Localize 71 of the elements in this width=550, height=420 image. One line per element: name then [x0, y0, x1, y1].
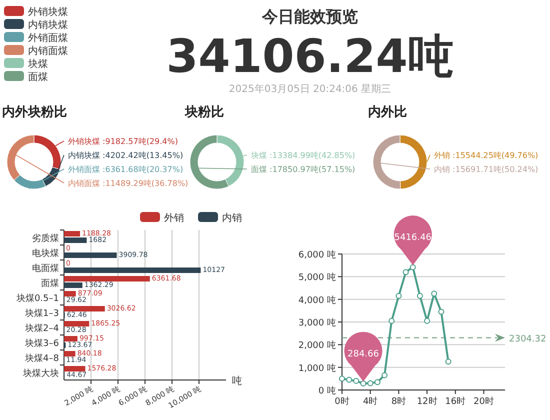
chart-title: 内外比 — [368, 105, 407, 120]
point — [374, 379, 380, 386]
data-label: :15691.71吨(50.24%) — [452, 165, 538, 174]
data-label: :9182.57吨(29.4%) — [102, 137, 178, 146]
point — [416, 292, 423, 299]
annotation: 284.66 — [348, 350, 380, 360]
legend-label: 外销块煤 — [28, 6, 68, 18]
point — [353, 378, 360, 384]
data-label: :17850.97吨(57.15%) — [270, 165, 356, 174]
slice-label: 块煤 — [250, 151, 270, 160]
text: 2025年03月05日 20:24:06 星期三 — [228, 83, 392, 95]
point — [339, 376, 345, 382]
point — [396, 292, 402, 299]
y-tick-label: 劣质煤 — [32, 233, 59, 244]
slice-label: 面煤 — [251, 165, 270, 174]
point — [346, 376, 352, 383]
x-tick-label: 0时 — [334, 396, 350, 407]
y-tick-label: 4,000 吨 — [298, 294, 336, 306]
y-tick-label: 电面煤 — [32, 263, 59, 274]
slice-label: 外销块煤 — [68, 137, 103, 146]
x-tick-label: 12时 — [416, 396, 438, 407]
data-label: :6361.68吨(20.37%) — [102, 165, 184, 174]
point — [382, 372, 388, 378]
text: 34106.24吨 — [166, 29, 454, 83]
y-tick-label: 2,000 吨 — [298, 340, 336, 352]
x-tick-label: 4时 — [362, 396, 378, 407]
y-tick-label: 块煤1–3 — [24, 308, 59, 319]
point — [367, 380, 374, 386]
point — [410, 264, 416, 270]
slice-label: 内销 — [434, 165, 453, 174]
x-tick-label: 20时 — [474, 396, 494, 407]
point — [360, 380, 366, 387]
x-axis-title: 吨 — [232, 375, 242, 387]
point — [438, 308, 444, 315]
y-tick-label: 5,000 吨 — [298, 272, 336, 284]
text: 内外块粉比 — [2, 105, 67, 120]
y-tick-label: 1,000 吨 — [298, 362, 336, 374]
y-tick-label: 面煤 — [41, 278, 59, 289]
annotation: 5416.46 — [394, 233, 432, 244]
legend-label: 内销块煤 — [28, 19, 68, 31]
slice-label: 外销面煤 — [68, 165, 103, 174]
legend-label: 外销面煤 — [28, 32, 68, 44]
point — [388, 318, 395, 324]
legend-label: 内销 — [222, 212, 242, 224]
x-tick-label: 16时 — [445, 396, 466, 407]
y-tick-label: 6,000 吨 — [298, 250, 336, 260]
ref-line-label: 2304.32 — [509, 334, 546, 344]
y-tick-label: 3,000 吨 — [298, 318, 336, 328]
slice-label: 内销块煤 — [68, 151, 103, 160]
y-tick-label: 0 吨 — [318, 386, 336, 396]
legend-label: 外销 — [164, 213, 184, 224]
y-tick-label: 电块煤 — [32, 248, 59, 259]
y-tick-label: 块煤4–8 — [24, 353, 60, 364]
data-label: :4202.42吨(13.45%) — [102, 151, 184, 160]
y-tick-label: 块煤0.5–1 — [15, 293, 59, 304]
y-tick-label: 块煤3–6 — [24, 338, 60, 349]
point — [445, 358, 452, 365]
data-label: :13384.99吨(42.85%) — [270, 151, 356, 160]
slice-label: 外销 — [434, 151, 453, 160]
legend-label: 块煤 — [27, 58, 48, 70]
data-label: :11489.29吨(36.78%) — [102, 179, 188, 188]
legend-label: 内销面煤 — [28, 45, 68, 57]
text: 块粉比 — [184, 105, 224, 120]
y-tick-label: 块煤2–4 — [24, 323, 60, 334]
slice-label: 内销面煤 — [68, 179, 103, 188]
point — [424, 318, 430, 324]
x-tick-label: 8时 — [391, 396, 406, 407]
y-tick-label: 块煤大块 — [22, 368, 59, 379]
point — [402, 269, 409, 276]
text: 今日能效预览 — [261, 7, 358, 26]
data-label: :15544.25吨(49.76%) — [452, 151, 538, 160]
